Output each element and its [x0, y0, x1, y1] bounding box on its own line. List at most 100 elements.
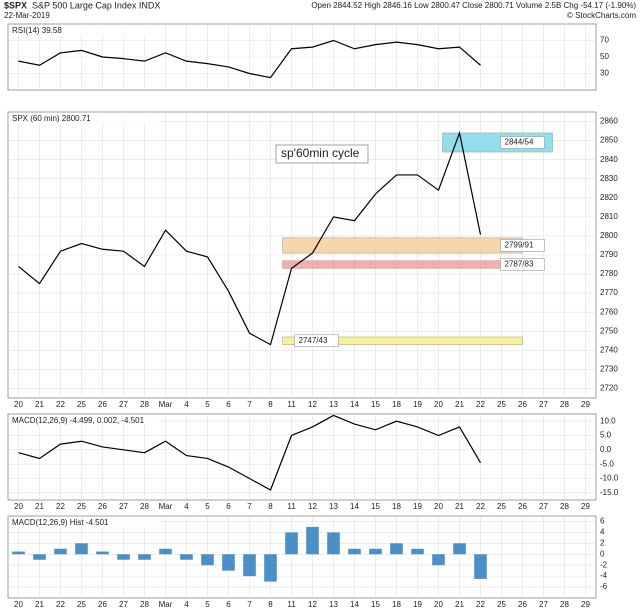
- x-tick-label: 26: [98, 502, 107, 511]
- x-tick-label: 25: [497, 502, 506, 511]
- x-tick-label: 5: [205, 600, 210, 609]
- x-tick-label: 14: [350, 502, 359, 511]
- index-name: S&P 500 Large Cap Index INDX: [32, 0, 160, 10]
- x-tick-label: 28: [140, 400, 149, 409]
- y-tick-label: -4: [600, 571, 608, 580]
- x-tick-label: 7: [247, 600, 252, 609]
- x-tick-label: 8: [268, 600, 273, 609]
- legend-box: [10, 518, 160, 528]
- bar: [390, 543, 403, 555]
- x-tick-label: 21: [35, 400, 44, 409]
- x-tick-label: 8: [268, 400, 273, 409]
- legend-box: [10, 26, 160, 36]
- x-tick-label: 19: [413, 502, 422, 511]
- y-tick-label: 2820: [600, 193, 618, 202]
- x-tick-label: 7: [247, 400, 252, 409]
- zone-label: 2799/91: [505, 241, 534, 250]
- y-tick-label: 2730: [600, 365, 618, 374]
- y-tick-label: 6: [600, 517, 605, 526]
- bar: [180, 554, 193, 560]
- x-tick-label: 22: [56, 600, 65, 609]
- x-tick-label: 15: [371, 502, 380, 511]
- annotation-box: [275, 144, 369, 164]
- y-tick-label: 10.0: [600, 416, 616, 425]
- bar: [159, 548, 172, 555]
- series-line: [18, 39, 481, 79]
- x-tick-label: 12: [308, 502, 317, 511]
- x-tick-label: 27: [119, 400, 128, 409]
- bar: [474, 554, 487, 579]
- x-tick-label: 28: [560, 600, 569, 609]
- x-tick-label: 22: [476, 502, 485, 511]
- x-tick-label: 28: [140, 600, 149, 609]
- zone-label-box: [500, 239, 545, 252]
- x-tick-label: 12: [308, 600, 317, 609]
- legend-box: [10, 416, 160, 426]
- y-tick-label: 30: [600, 69, 609, 78]
- y-tick-label: 2830: [600, 174, 618, 183]
- bar: [117, 554, 130, 560]
- x-tick-label: 11: [287, 400, 296, 409]
- x-tick-label: 18: [392, 502, 401, 511]
- panel: [7, 413, 597, 501]
- x-tick-label: 13: [329, 600, 338, 609]
- zone-label: 2844/54: [505, 138, 534, 147]
- bar: [264, 554, 277, 582]
- x-tick-label: 27: [119, 600, 128, 609]
- annotation: sp'60min cycle: [281, 146, 360, 160]
- x-tick-label: 14: [350, 600, 359, 609]
- x-tick-label: 14: [350, 400, 359, 409]
- x-tick-label: 20: [14, 400, 23, 409]
- bar: [75, 543, 88, 555]
- bar: [33, 554, 46, 560]
- x-tick-label: 4: [184, 502, 189, 511]
- x-tick-label: 26: [518, 502, 527, 511]
- x-tick-label: 11: [287, 502, 296, 511]
- x-tick-label: 19: [413, 400, 422, 409]
- x-tick-label: 25: [77, 600, 86, 609]
- x-tick-label: 28: [560, 502, 569, 511]
- x-tick-label: Mar: [159, 400, 173, 409]
- bar: [348, 548, 361, 555]
- bar: [96, 551, 109, 555]
- y-tick-label: 2770: [600, 288, 618, 297]
- x-tick-label: 29: [581, 400, 590, 409]
- bar: [453, 543, 466, 555]
- x-tick-label: 27: [539, 502, 548, 511]
- x-tick-label: 27: [539, 400, 548, 409]
- x-tick-label: 28: [560, 400, 569, 409]
- y-tick-label: 2850: [600, 136, 618, 145]
- x-tick-label: 25: [77, 400, 86, 409]
- x-tick-label: 4: [184, 600, 189, 609]
- x-tick-label: 20: [434, 400, 443, 409]
- y-tick-label: 0: [600, 549, 605, 558]
- bar: [222, 554, 235, 571]
- x-tick-label: 13: [329, 400, 338, 409]
- date: 22-Mar-2019: [4, 11, 50, 20]
- x-tick-label: 22: [476, 400, 485, 409]
- zone: [282, 336, 523, 345]
- y-tick-label: 2800: [600, 231, 618, 240]
- zone: [282, 237, 523, 254]
- x-tick-label: 20: [14, 502, 23, 511]
- x-tick-label: 26: [518, 600, 527, 609]
- x-tick-label: 20: [434, 502, 443, 511]
- x-tick-label: 27: [539, 600, 548, 609]
- x-tick-label: 21: [35, 600, 44, 609]
- bar: [411, 548, 424, 555]
- y-tick-label: -5.0: [600, 459, 614, 468]
- bar: [327, 532, 340, 555]
- x-tick-label: 6: [226, 400, 231, 409]
- x-tick-label: 20: [14, 600, 23, 609]
- y-tick-label: 2750: [600, 326, 618, 335]
- panel-label: MACD(12,26,9) -4.499, 0.002, -4.501: [12, 416, 145, 425]
- zone-label-box: [500, 136, 545, 149]
- y-tick-label: 2780: [600, 269, 618, 278]
- x-tick-label: 28: [140, 502, 149, 511]
- y-tick-label: 70: [600, 36, 609, 45]
- y-tick-label: -10.0: [600, 474, 619, 483]
- x-tick-label: 22: [56, 400, 65, 409]
- x-tick-label: 11: [287, 600, 296, 609]
- panel-label: MACD(12,26,9) Hist -4.501: [12, 518, 109, 527]
